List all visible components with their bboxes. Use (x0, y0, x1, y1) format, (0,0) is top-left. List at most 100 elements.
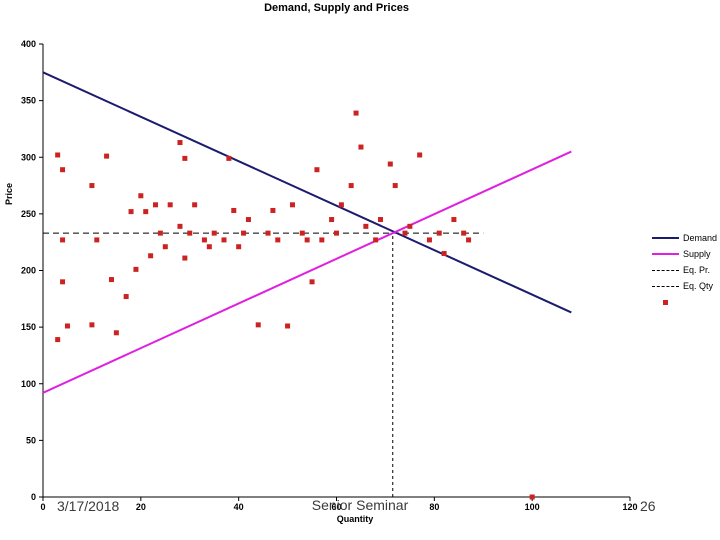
scatter-point (265, 230, 271, 236)
scatter-point (64, 323, 70, 329)
x-tick-label: 120 (622, 502, 637, 512)
scatter-point (289, 202, 295, 208)
y-tick-label: 400 (21, 39, 36, 49)
scatter-point (236, 244, 242, 250)
tick-labels: 0 50 100 150 200 250 300 350 400 0 20 40 60 80 100 120 (21, 39, 638, 512)
scatter-point (392, 183, 398, 189)
legend-swatch-square (652, 299, 679, 305)
scatter-point (206, 244, 212, 250)
scatter-point (466, 237, 472, 243)
y-tick-label: 150 (21, 322, 36, 332)
scatter-point (407, 223, 413, 229)
scatter-point (275, 237, 281, 243)
scatter-point (138, 193, 144, 199)
scatter-point (426, 237, 432, 243)
legend-swatch-line (652, 253, 679, 255)
y-tick-label: 50 (26, 435, 36, 445)
scatter-point (182, 255, 188, 261)
scatter-point (108, 277, 114, 283)
legend-label: Eq. Pr. (683, 265, 711, 275)
x-tick-label: 60 (331, 502, 341, 512)
scatter-point (319, 237, 325, 243)
legend-entry (652, 294, 717, 310)
footer-date: 3/17/2018 (57, 498, 120, 514)
scatter-point (221, 237, 227, 243)
x-tick-label: 0 (40, 502, 45, 512)
scatter-point (378, 217, 384, 223)
scatter-point (451, 217, 457, 223)
scatter-point (157, 230, 163, 236)
series-scatter (55, 110, 535, 500)
legend-label: Demand (683, 233, 718, 243)
scatter-point (89, 322, 95, 328)
scatter-point (304, 237, 310, 243)
scatter-point (167, 202, 173, 208)
scatter-point (192, 202, 198, 208)
scatter-point (55, 337, 61, 343)
footer-title: Senior Seminar (311, 497, 409, 513)
scatter-point (104, 153, 110, 159)
scatter-point (314, 167, 320, 173)
scatter-point (123, 294, 129, 300)
y-tick-label: 200 (21, 266, 36, 276)
scatter-point (60, 167, 66, 173)
scatter-point (182, 155, 188, 161)
scatter-point (417, 152, 423, 158)
legend-entry: Eq. Qty (652, 278, 717, 294)
scatter-point (348, 183, 354, 189)
scatter-point (309, 279, 315, 285)
y-tick-label: 300 (21, 152, 36, 162)
scatter-point (338, 202, 344, 208)
scatter-point (187, 230, 193, 236)
scatter-point (241, 230, 247, 236)
scatter-point (402, 230, 408, 236)
scatter-point (177, 140, 183, 146)
scatter-point (285, 323, 291, 329)
scatter-point (89, 183, 95, 189)
x-tick-label: 40 (234, 502, 244, 512)
scatter-point (60, 279, 66, 285)
series-demand (42, 71, 572, 314)
scatter-point (113, 330, 119, 336)
series-supply (42, 150, 572, 394)
scatter-point (148, 253, 154, 259)
scatter-point (255, 322, 261, 328)
y-axis-title: Price (4, 183, 14, 206)
legend-entry: Demand (652, 230, 717, 246)
legend-label: Eq. Qty (683, 281, 714, 291)
scatter-point (231, 207, 237, 213)
slide-number: 26 (640, 498, 656, 514)
scatter-point (211, 230, 217, 236)
scatter-point (162, 244, 168, 250)
scatter-point (441, 251, 447, 257)
y-tick-label: 100 (21, 379, 36, 389)
chart-legend: Demand Supply Eq. Pr. Eq. Qty (652, 230, 717, 310)
legend-entry: Supply (652, 246, 717, 262)
axes (39, 43, 631, 501)
scatter-point (529, 494, 535, 500)
scatter-point (387, 161, 393, 167)
scatter-point (143, 209, 149, 215)
scatter-point (334, 230, 339, 236)
scatter-point (153, 202, 159, 208)
scatter-point (133, 266, 139, 272)
scatter-point (329, 217, 335, 223)
legend-label: Supply (683, 249, 711, 259)
legend-entry: Eq. Pr. (652, 262, 717, 278)
scatter-point (245, 217, 251, 223)
x-tick-label: 80 (429, 502, 439, 512)
scatter-point (128, 209, 134, 215)
y-tick-label: 250 (21, 209, 36, 219)
x-axis-title: Quantity (336, 514, 374, 524)
scatter-point (201, 237, 207, 243)
chart-title: Demand, Supply and Prices (264, 2, 409, 14)
scatter-point (358, 144, 364, 150)
scatter-point (353, 110, 359, 116)
scatter-point (94, 237, 100, 243)
x-tick-label: 100 (525, 502, 540, 512)
scatter-point (461, 230, 467, 236)
legend-swatch-dashed (652, 269, 679, 271)
scatter-point (436, 230, 442, 236)
